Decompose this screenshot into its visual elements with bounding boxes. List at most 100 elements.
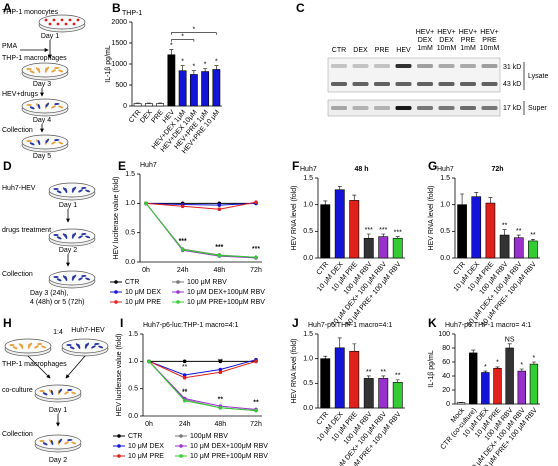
y-tick-label: 0.0 (128, 413, 138, 420)
series-line (145, 203, 257, 258)
blot-band (481, 64, 498, 68)
significance: * (204, 61, 207, 68)
legend-label: 10 μM PRE (125, 299, 161, 306)
series-line (145, 203, 257, 258)
legend-label: 10 μM DEX (125, 289, 161, 296)
size-label: 17 kD (503, 105, 521, 112)
cell (44, 18, 48, 22)
cell (28, 342, 33, 348)
legend-marker (117, 444, 121, 448)
bar (212, 69, 221, 107)
significance: * (496, 360, 499, 367)
error-bar (337, 186, 342, 190)
point (217, 253, 222, 258)
y-tick-label: 20 (442, 387, 450, 394)
legend-marker (179, 434, 183, 438)
cell (98, 345, 104, 349)
cell (64, 441, 69, 445)
series-line (148, 359, 257, 376)
lane-label: PRE (375, 47, 390, 54)
significance: ** (502, 223, 508, 230)
point (182, 359, 187, 364)
point (182, 398, 187, 403)
significance: ** (253, 399, 259, 406)
y-axis-label: HEV RNA level (fold) (291, 186, 298, 251)
significance: ** (182, 388, 188, 395)
chart-subtitle: 48 h (354, 166, 368, 173)
cell (39, 440, 45, 442)
blot-band (352, 106, 369, 110)
arrow (27, 355, 51, 379)
legend-label: 10 μM PRE+100μM RBV (190, 453, 268, 460)
significance: *** (179, 238, 187, 245)
point (254, 200, 258, 204)
y-tick-label: 1.0 (303, 202, 313, 209)
lane-label: 10mM (437, 45, 457, 52)
significance: ** (366, 369, 372, 376)
point (217, 207, 222, 211)
bar (156, 103, 165, 107)
y-tick-label: 0.0 (440, 255, 450, 262)
arrow (65, 355, 86, 379)
legend-label: 100μM RBV (190, 433, 228, 440)
x-tick-label: 48h (213, 267, 225, 274)
y-tick-label: 1.0 (440, 202, 450, 209)
cell (37, 67, 41, 74)
cell (29, 106, 35, 110)
bar (167, 54, 176, 107)
blot-box (327, 57, 501, 93)
step-label: Collection (2, 127, 33, 134)
error-bar (203, 68, 208, 72)
significance: *** (252, 246, 260, 253)
y-tick-label: 0 (446, 401, 450, 408)
blot-band (460, 82, 476, 86)
panel-letter: G (428, 159, 437, 173)
blot-band (331, 64, 347, 68)
cell (51, 105, 56, 109)
bar (456, 402, 466, 405)
blot-band (460, 106, 476, 110)
cell (26, 140, 32, 142)
error-bar (323, 200, 328, 205)
significance: * (215, 59, 218, 66)
cell (67, 438, 73, 442)
cell (66, 344, 72, 346)
cell (78, 277, 83, 281)
y-tick-label: 1.5 (125, 171, 135, 178)
cell (77, 343, 81, 350)
lane-label: 1mM (417, 45, 433, 52)
series-line (145, 202, 257, 206)
y-axis-label: IL-1β pg/mL (428, 350, 435, 388)
pma-label: PMA (2, 43, 18, 50)
significance: * (533, 355, 536, 362)
point (217, 203, 222, 207)
cell (58, 438, 63, 444)
point (182, 373, 187, 377)
cell (37, 342, 43, 346)
point (218, 370, 223, 375)
y-tick-label: 80 (442, 345, 450, 352)
lane-label: DEX (353, 47, 368, 54)
ratio-label: 1:4 (53, 329, 63, 336)
cell (69, 346, 75, 350)
day-label: Day 2 (49, 457, 67, 464)
error-bar (516, 234, 521, 238)
bar (334, 347, 345, 409)
panel-letter: B (112, 1, 121, 15)
step-label: THP-1 macrophages (2, 55, 67, 62)
x-tick-label: 48h (214, 421, 226, 428)
error-bar (474, 192, 479, 197)
cell (50, 439, 54, 446)
cell (42, 442, 48, 446)
fraction-label: Super (528, 105, 547, 112)
error-bar (460, 193, 465, 205)
cell (26, 68, 32, 70)
bar (363, 237, 374, 259)
lane-label: CTR (332, 47, 346, 54)
bar (392, 382, 403, 409)
legend-marker (114, 290, 118, 294)
cell (41, 345, 47, 349)
cell (9, 344, 15, 346)
series-line (148, 360, 257, 410)
